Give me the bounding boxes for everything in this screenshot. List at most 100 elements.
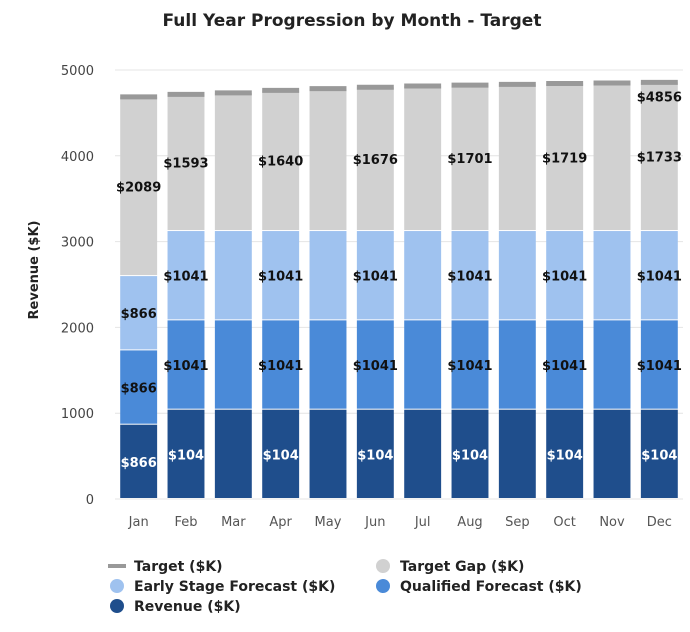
data-label: $2089 bbox=[116, 180, 161, 195]
bar-segment bbox=[451, 320, 489, 409]
bar-segment bbox=[593, 409, 631, 498]
data-label: $1041 bbox=[637, 359, 682, 374]
legend-label: Target ($K) bbox=[134, 559, 223, 575]
bar-segment bbox=[309, 320, 347, 409]
data-label: $1041 bbox=[637, 270, 682, 285]
x-tick-label: Aug bbox=[457, 515, 482, 530]
data-label: $1041 bbox=[353, 359, 398, 374]
y-tick-label: 5000 bbox=[61, 64, 94, 79]
x-tick-label: Nov bbox=[599, 515, 625, 530]
x-tick-label: Mar bbox=[221, 515, 246, 530]
data-label: $1733 bbox=[637, 151, 682, 166]
x-tick-label: Apr bbox=[269, 515, 292, 530]
legend-label: Revenue ($K) bbox=[134, 599, 241, 615]
legend-item[interactable]: Target ($K) bbox=[108, 559, 223, 575]
bar-segment bbox=[120, 96, 158, 276]
data-label: $104 bbox=[452, 448, 488, 463]
data-label: $866 bbox=[121, 456, 157, 471]
legend-symbol bbox=[376, 559, 390, 573]
y-tick-label: 4000 bbox=[61, 150, 94, 165]
chart-title: Full Year Progression by Month - Target bbox=[163, 11, 542, 31]
bar-segment bbox=[214, 92, 252, 231]
bar-segment bbox=[404, 409, 442, 498]
bar-segment bbox=[309, 231, 347, 320]
y-tick-label: 0 bbox=[86, 493, 94, 508]
legend-label: Target Gap ($K) bbox=[400, 559, 524, 575]
data-label: $1593 bbox=[163, 157, 208, 172]
bar-segment bbox=[498, 84, 536, 231]
x-tick-label: Dec bbox=[647, 515, 672, 530]
bars bbox=[120, 82, 678, 498]
y-axis-label: Revenue ($K) bbox=[27, 221, 42, 320]
bar-segment bbox=[593, 231, 631, 320]
bar-segment bbox=[167, 320, 205, 409]
bar-segment bbox=[498, 409, 536, 498]
data-label: $104 bbox=[547, 448, 583, 463]
bar-segment bbox=[214, 409, 252, 498]
data-label: $1041 bbox=[447, 270, 492, 285]
bar-segment bbox=[262, 320, 300, 409]
data-label: $866 bbox=[121, 382, 157, 397]
bar-segment bbox=[262, 231, 300, 320]
bar-segment bbox=[546, 83, 584, 231]
bar-segment bbox=[546, 320, 584, 409]
legend-label: Early Stage Forecast ($K) bbox=[134, 579, 335, 595]
bar-segment bbox=[356, 320, 394, 409]
x-tick-label: May bbox=[315, 515, 342, 530]
bar-segment bbox=[451, 409, 489, 498]
data-label: $1676 bbox=[353, 153, 398, 168]
data-label: $1640 bbox=[258, 155, 303, 170]
data-label: $1041 bbox=[353, 270, 398, 285]
bar-segment bbox=[451, 85, 489, 231]
x-tick-label: Jun bbox=[364, 515, 385, 530]
data-label: $866 bbox=[121, 307, 157, 322]
data-label: $104 bbox=[641, 448, 677, 463]
bar-segment bbox=[546, 231, 584, 320]
bar-segment bbox=[404, 86, 442, 231]
data-label: $1701 bbox=[447, 152, 492, 167]
bar-segment bbox=[309, 88, 347, 231]
bar-segment bbox=[640, 409, 678, 498]
bar-segment bbox=[167, 231, 205, 320]
legend-item[interactable]: Target Gap ($K) bbox=[376, 559, 524, 575]
bar-segment bbox=[120, 424, 158, 498]
bar-segment bbox=[546, 409, 584, 498]
grid-lines bbox=[115, 69, 683, 500]
data-label: $1041 bbox=[163, 270, 208, 285]
y-tick-label: 1000 bbox=[61, 407, 94, 422]
legend-symbol bbox=[376, 579, 390, 593]
bar-segment bbox=[262, 90, 300, 231]
bar-segment bbox=[640, 82, 678, 231]
bar-segment bbox=[593, 320, 631, 409]
data-label: $1041 bbox=[258, 270, 303, 285]
legend-item[interactable]: Early Stage Forecast ($K) bbox=[110, 579, 335, 595]
y-tick-label: 3000 bbox=[61, 236, 94, 251]
data-label: $1041 bbox=[258, 359, 303, 374]
legend-item[interactable]: Revenue ($K) bbox=[110, 599, 241, 615]
y-axis-ticks: 0 1000 2000 3000 4000 5000 bbox=[61, 64, 94, 508]
bar-segment bbox=[498, 320, 536, 409]
data-label: $104 bbox=[263, 448, 299, 463]
x-tick-label: Feb bbox=[174, 515, 197, 530]
target-markers bbox=[120, 79, 678, 100]
data-label: $1041 bbox=[447, 359, 492, 374]
data-labels: $866 $866 $866 $2089 $104 $1041 $1041 $1593 $104… bbox=[116, 90, 682, 470]
bar-segment bbox=[120, 350, 158, 424]
bar-segment bbox=[451, 231, 489, 320]
x-tick-label: Sep bbox=[505, 515, 530, 530]
legend-item[interactable]: Qualified Forecast ($K) bbox=[376, 579, 582, 595]
legend-label: Qualified Forecast ($K) bbox=[400, 579, 582, 595]
data-label: $1041 bbox=[542, 359, 587, 374]
legend-symbol bbox=[110, 579, 124, 593]
bar-segment bbox=[167, 94, 205, 231]
bar-segment bbox=[593, 82, 631, 231]
data-label: $104 bbox=[168, 448, 204, 463]
target-label: $4856 bbox=[637, 90, 682, 105]
y-tick-label: 2000 bbox=[61, 321, 94, 336]
bar-segment bbox=[262, 409, 300, 498]
data-label: $1041 bbox=[542, 270, 587, 285]
bar-segment bbox=[214, 231, 252, 320]
bar-segment bbox=[640, 231, 678, 320]
data-label: $1719 bbox=[542, 151, 587, 166]
bar-segment bbox=[404, 320, 442, 409]
